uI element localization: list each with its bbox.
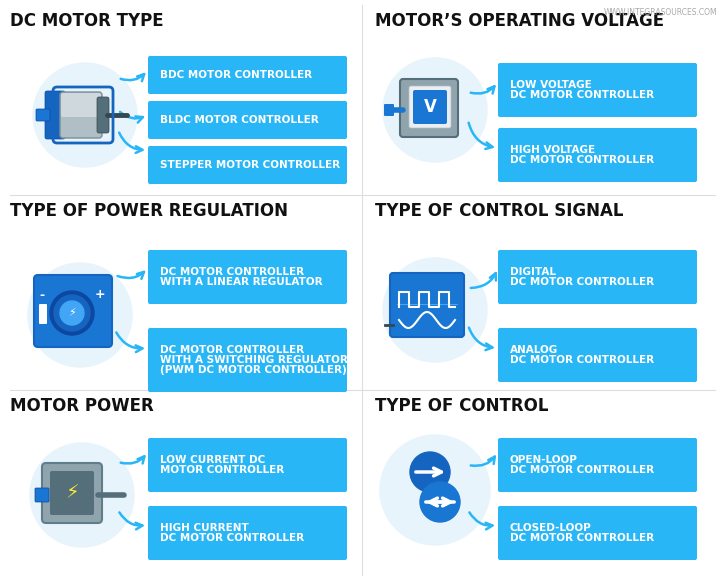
- FancyBboxPatch shape: [34, 275, 112, 347]
- Text: LOW VOLTAGE: LOW VOLTAGE: [510, 80, 592, 90]
- FancyBboxPatch shape: [148, 250, 347, 304]
- Text: DC MOTOR CONTROLLER: DC MOTOR CONTROLLER: [160, 345, 304, 355]
- FancyBboxPatch shape: [148, 56, 347, 94]
- FancyBboxPatch shape: [498, 250, 697, 304]
- Circle shape: [50, 291, 94, 335]
- Text: ⚡: ⚡: [68, 308, 76, 318]
- Text: DC MOTOR CONTROLLER: DC MOTOR CONTROLLER: [510, 355, 654, 365]
- Text: DC MOTOR CONTROLLER: DC MOTOR CONTROLLER: [510, 533, 654, 543]
- Text: LOW CURRENT DC: LOW CURRENT DC: [160, 455, 265, 465]
- Circle shape: [383, 258, 487, 362]
- Text: BDC MOTOR CONTROLLER: BDC MOTOR CONTROLLER: [160, 70, 312, 80]
- Circle shape: [33, 63, 137, 167]
- Circle shape: [60, 301, 84, 325]
- Text: ⚡: ⚡: [65, 484, 79, 502]
- Text: MOTOR’S OPERATING VOLTAGE: MOTOR’S OPERATING VOLTAGE: [375, 12, 664, 30]
- Text: WWW.INTEGRASOURCES.COM: WWW.INTEGRASOURCES.COM: [603, 8, 717, 17]
- Text: MOTOR CONTROLLER: MOTOR CONTROLLER: [160, 465, 284, 475]
- FancyBboxPatch shape: [498, 438, 697, 492]
- FancyBboxPatch shape: [148, 101, 347, 139]
- FancyBboxPatch shape: [498, 128, 697, 182]
- Text: WITH A SWITCHING REGULATOR: WITH A SWITCHING REGULATOR: [160, 355, 348, 365]
- Circle shape: [420, 482, 460, 522]
- Text: BLDC MOTOR CONTROLLER: BLDC MOTOR CONTROLLER: [160, 115, 319, 125]
- Circle shape: [54, 295, 90, 331]
- FancyBboxPatch shape: [39, 304, 47, 324]
- Text: OPEN-LOOP: OPEN-LOOP: [510, 455, 578, 465]
- FancyBboxPatch shape: [61, 93, 101, 117]
- FancyBboxPatch shape: [36, 109, 50, 121]
- Text: TYPE OF CONTROL SIGNAL: TYPE OF CONTROL SIGNAL: [375, 202, 624, 220]
- FancyBboxPatch shape: [148, 506, 347, 560]
- Text: HIGH CURRENT: HIGH CURRENT: [160, 523, 249, 533]
- FancyBboxPatch shape: [148, 438, 347, 492]
- Circle shape: [380, 435, 490, 545]
- Text: +: +: [95, 288, 105, 302]
- Text: DC MOTOR CONTROLLER: DC MOTOR CONTROLLER: [160, 533, 304, 543]
- FancyBboxPatch shape: [384, 104, 394, 116]
- FancyBboxPatch shape: [498, 328, 697, 382]
- Text: MOTOR POWER: MOTOR POWER: [10, 397, 154, 415]
- Text: STEPPER MOTOR CONTROLLER: STEPPER MOTOR CONTROLLER: [160, 160, 340, 170]
- Text: DIGITAL: DIGITAL: [510, 267, 556, 277]
- FancyBboxPatch shape: [390, 273, 464, 337]
- FancyBboxPatch shape: [148, 328, 347, 392]
- FancyBboxPatch shape: [409, 86, 451, 128]
- Text: CLOSED-LOOP: CLOSED-LOOP: [510, 523, 592, 533]
- FancyBboxPatch shape: [35, 488, 49, 502]
- FancyBboxPatch shape: [60, 92, 102, 138]
- FancyBboxPatch shape: [148, 146, 347, 184]
- Text: DC MOTOR CONTROLLER: DC MOTOR CONTROLLER: [510, 90, 654, 100]
- Circle shape: [383, 58, 487, 162]
- FancyBboxPatch shape: [498, 63, 697, 117]
- FancyBboxPatch shape: [498, 506, 697, 560]
- Circle shape: [30, 443, 134, 547]
- Text: V: V: [423, 98, 436, 116]
- FancyBboxPatch shape: [42, 463, 102, 523]
- Text: DC MOTOR CONTROLLER: DC MOTOR CONTROLLER: [160, 267, 304, 277]
- Text: WITH A LINEAR REGULATOR: WITH A LINEAR REGULATOR: [160, 277, 323, 287]
- Text: DC MOTOR TYPE: DC MOTOR TYPE: [10, 12, 164, 30]
- Text: DC MOTOR CONTROLLER: DC MOTOR CONTROLLER: [510, 465, 654, 475]
- Text: HIGH VOLTAGE: HIGH VOLTAGE: [510, 145, 595, 155]
- FancyBboxPatch shape: [50, 471, 94, 515]
- Text: DC MOTOR CONTROLLER: DC MOTOR CONTROLLER: [510, 277, 654, 287]
- FancyBboxPatch shape: [45, 91, 65, 139]
- FancyBboxPatch shape: [413, 90, 447, 124]
- Circle shape: [28, 263, 132, 367]
- Text: DC MOTOR CONTROLLER: DC MOTOR CONTROLLER: [510, 155, 654, 165]
- Text: (PWM DC MOTOR CONTROLLER): (PWM DC MOTOR CONTROLLER): [160, 365, 347, 375]
- FancyBboxPatch shape: [97, 97, 109, 133]
- Text: TYPE OF POWER REGULATION: TYPE OF POWER REGULATION: [10, 202, 288, 220]
- Text: ANALOG: ANALOG: [510, 345, 558, 355]
- FancyBboxPatch shape: [400, 79, 458, 137]
- Text: -: -: [39, 288, 44, 302]
- Text: TYPE OF CONTROL: TYPE OF CONTROL: [375, 397, 549, 415]
- Circle shape: [410, 452, 450, 492]
